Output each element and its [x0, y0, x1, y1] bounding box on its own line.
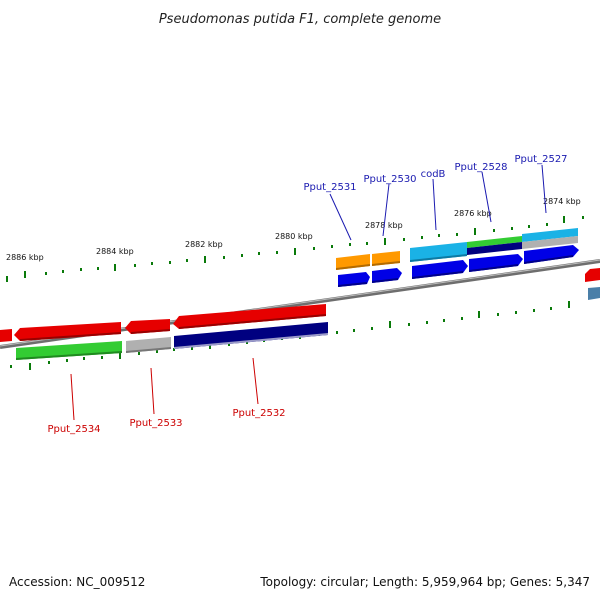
gene-feature[interactable] [522, 236, 578, 249]
gene-arrow[interactable] [0, 329, 12, 342]
scale-label: 2876 kbp [454, 209, 492, 218]
gene-label[interactable]: Pput_2532 [232, 408, 285, 419]
scale-label: 2882 kbp [185, 240, 223, 249]
gene-label[interactable]: Pput_2534 [47, 424, 100, 435]
gene-arrow[interactable] [14, 322, 121, 341]
gene-labels-bottom: Pput_2534 Pput_2533 Pput_2532 [47, 408, 285, 435]
gene-arrow[interactable] [173, 304, 326, 329]
gene-arrow[interactable] [469, 254, 523, 272]
gene-label[interactable]: Pput_2530 [363, 174, 416, 185]
gene-label[interactable]: Pput_2528 [454, 162, 507, 173]
scale-track-top [6, 216, 584, 282]
gene-feature[interactable] [174, 322, 328, 349]
gene-labels-top: Pput_2531 Pput_2530 codB Pput_2528 Pput_… [303, 154, 567, 193]
gene-feature[interactable] [588, 287, 600, 300]
gene-feature[interactable] [522, 228, 578, 242]
gene-label[interactable]: Pput_2531 [303, 182, 356, 193]
gene-callouts-top [329, 164, 547, 241]
accession-text: Accession: NC_009512 [9, 575, 145, 589]
gene-feature[interactable] [467, 242, 522, 255]
gene-label[interactable]: codB [421, 169, 446, 180]
gene-feature[interactable] [467, 236, 522, 248]
scale-label: 2886 kbp [6, 253, 44, 262]
scale-label: 2880 kbp [275, 232, 313, 241]
gene-row-cyan [410, 228, 578, 262]
gene-arrow[interactable] [585, 268, 600, 282]
gene-row-blue [338, 245, 579, 287]
gene-row-red [0, 304, 326, 342]
gene-feature[interactable] [16, 341, 122, 360]
gene-label[interactable]: Pput_2527 [514, 154, 567, 165]
gene-label[interactable]: Pput_2533 [129, 418, 182, 429]
genome-summary-text: Topology: circular; Length: 5,959,964 bp… [259, 575, 590, 589]
scale-label: 2884 kbp [96, 247, 134, 256]
gene-callouts-bottom [70, 357, 259, 421]
gene-row-orange [336, 251, 400, 270]
map-title: Pseudomonas putida F1, complete genome [159, 12, 441, 27]
gene-row-lower [16, 322, 328, 360]
gene-arrow[interactable] [412, 260, 468, 279]
gene-arrow[interactable] [524, 245, 579, 264]
partial-features-right [585, 268, 600, 300]
scale-label: 2874 kbp [543, 197, 581, 206]
